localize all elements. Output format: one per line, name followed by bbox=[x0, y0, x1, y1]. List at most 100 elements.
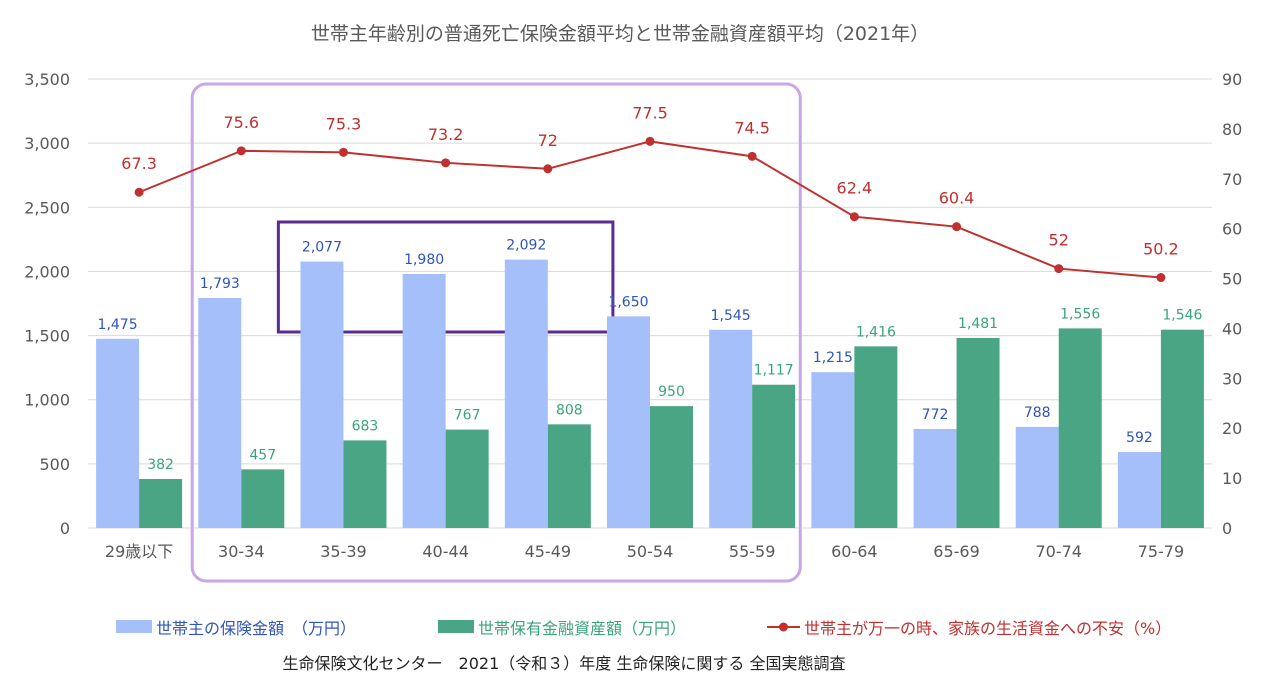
data-label-assets: 767 bbox=[454, 408, 481, 424]
left-tick-label: 2,500 bbox=[24, 198, 70, 217]
line-point bbox=[1054, 264, 1064, 274]
legend-marker-anxiety bbox=[779, 622, 788, 632]
axes: 0 500 1,000 1,500 2,000 2,500 3,000 3,500 0 10 20 3… bbox=[24, 70, 1242, 561]
data-label-insurance: 1,545 bbox=[711, 308, 751, 324]
data-label-insurance: 788 bbox=[1024, 405, 1051, 421]
data-label-assets: 1,416 bbox=[856, 324, 896, 340]
category-label: 50-54 bbox=[627, 542, 674, 561]
right-tick-label: 50 bbox=[1222, 270, 1242, 289]
category-label: 30-34 bbox=[218, 542, 265, 561]
right-tick-label: 30 bbox=[1222, 369, 1242, 388]
data-label-anxiety: 60.4 bbox=[939, 189, 975, 208]
data-label-assets: 1,117 bbox=[754, 363, 794, 379]
right-tick-label: 0 bbox=[1222, 519, 1232, 538]
data-label-assets: 1,481 bbox=[958, 316, 998, 332]
line-point bbox=[849, 212, 859, 222]
legend-label-insurance: 世帯主の保険金額 （万円） bbox=[156, 619, 356, 638]
left-tick-label: 1,000 bbox=[24, 391, 70, 410]
data-label-anxiety: 72 bbox=[538, 131, 558, 150]
category-label: 60-64 bbox=[831, 542, 878, 561]
data-label-anxiety: 77.5 bbox=[632, 103, 668, 122]
bar-insurance bbox=[504, 259, 548, 528]
line-point bbox=[441, 158, 451, 168]
legend-label-assets: 世帯保有金融資産額（万円） bbox=[478, 619, 686, 638]
right-tick-label: 70 bbox=[1222, 170, 1242, 189]
right-tick-label: 90 bbox=[1222, 70, 1242, 89]
bar-insurance bbox=[1015, 426, 1059, 528]
data-label-assets: 457 bbox=[249, 447, 276, 463]
data-label-anxiety: 62.4 bbox=[837, 179, 873, 198]
left-tick-label: 1,500 bbox=[24, 327, 70, 346]
source-text: 生命保険文化センター 2021（令和３）年度 生命保険に関する 全国実態調査 bbox=[283, 654, 846, 673]
category-label: 65-69 bbox=[933, 542, 980, 561]
data-label-assets: 1,546 bbox=[1162, 308, 1202, 324]
legend-swatch-assets bbox=[438, 620, 474, 633]
category-label: 29歳以下 bbox=[105, 542, 173, 561]
right-tick-label: 60 bbox=[1222, 220, 1242, 239]
bar-insurance bbox=[96, 338, 140, 528]
line-point bbox=[543, 164, 553, 174]
data-label-assets: 683 bbox=[352, 418, 379, 434]
data-label-anxiety: 67.3 bbox=[121, 154, 157, 173]
category-label: 45-49 bbox=[525, 542, 572, 561]
bar-assets bbox=[343, 440, 387, 528]
right-tick-label: 10 bbox=[1222, 469, 1242, 488]
left-tick-label: 2,000 bbox=[24, 262, 70, 281]
left-tick-label: 3,500 bbox=[24, 70, 70, 89]
bar-insurance bbox=[402, 273, 446, 528]
legend: 世帯主の保険金額 （万円） 世帯保有金融資産額（万円） 世帯主が万一の時、家族の生活… bbox=[116, 619, 1171, 638]
bar-assets bbox=[752, 384, 796, 528]
bar-assets bbox=[650, 406, 693, 528]
category-label: 35-39 bbox=[320, 542, 367, 561]
data-label-assets: 950 bbox=[658, 384, 685, 400]
category-label: 55-59 bbox=[729, 542, 776, 561]
line-point bbox=[1156, 273, 1166, 283]
bar-insurance bbox=[198, 297, 242, 528]
data-label-insurance: 2,077 bbox=[302, 240, 342, 256]
chart-title: 世帯主年齢別の普通死亡保険金額平均と世帯金融資産額平均（2021年） bbox=[311, 23, 929, 45]
left-tick-label: 0 bbox=[60, 519, 70, 538]
line-point bbox=[134, 187, 144, 197]
category-label: 75-79 bbox=[1138, 542, 1185, 561]
legend-swatch-insurance bbox=[116, 620, 152, 633]
data-label-anxiety: 75.6 bbox=[223, 113, 259, 132]
data-label-assets: 808 bbox=[556, 402, 583, 418]
data-label-anxiety: 50.2 bbox=[1143, 240, 1179, 259]
data-label-insurance: 1,980 bbox=[404, 252, 444, 268]
highlight-box-outer bbox=[190, 82, 802, 583]
left-tick-label: 3,000 bbox=[24, 134, 70, 153]
left-tick-label: 500 bbox=[39, 455, 70, 474]
bar-assets bbox=[1058, 328, 1102, 528]
bar-assets bbox=[854, 346, 898, 528]
right-tick-label: 40 bbox=[1222, 319, 1242, 338]
data-label-insurance: 2,092 bbox=[506, 238, 546, 254]
bar-assets bbox=[547, 424, 591, 528]
data-label-anxiety: 75.3 bbox=[326, 114, 362, 133]
bar-assets bbox=[1160, 329, 1204, 528]
right-tick-label: 20 bbox=[1222, 419, 1242, 438]
data-label-insurance: 1,215 bbox=[813, 350, 853, 366]
bar-insurance bbox=[607, 316, 650, 528]
data-label-insurance: 592 bbox=[1126, 430, 1153, 446]
bar-assets bbox=[241, 469, 285, 528]
bar-insurance bbox=[300, 261, 344, 528]
data-label-insurance: 1,650 bbox=[608, 294, 648, 310]
line-series: 67.3 75.6 75.3 73.2 72 77.5 74.5 62.4 60.4 52 50.2 bbox=[121, 103, 1179, 283]
bars: 1,475 382 1,793 457 2,077 683 1,980 767 2,092 808… bbox=[96, 238, 1204, 528]
bar-assets bbox=[956, 338, 1000, 528]
data-label-insurance: 772 bbox=[922, 407, 949, 423]
line-point bbox=[338, 147, 348, 157]
data-label-anxiety: 73.2 bbox=[428, 125, 464, 144]
bar-insurance bbox=[811, 372, 855, 528]
bar-assets bbox=[445, 429, 489, 528]
data-label-assets: 1,556 bbox=[1060, 306, 1100, 322]
data-label-insurance: 1,475 bbox=[98, 317, 138, 333]
data-label-anxiety: 74.5 bbox=[734, 118, 770, 137]
category-label: 40-44 bbox=[422, 542, 469, 561]
bar-insurance bbox=[1117, 452, 1161, 528]
line-point bbox=[645, 136, 655, 146]
right-tick-label: 80 bbox=[1222, 120, 1242, 139]
line-anxiety bbox=[138, 140, 1161, 279]
category-label: 70-74 bbox=[1035, 542, 1082, 561]
